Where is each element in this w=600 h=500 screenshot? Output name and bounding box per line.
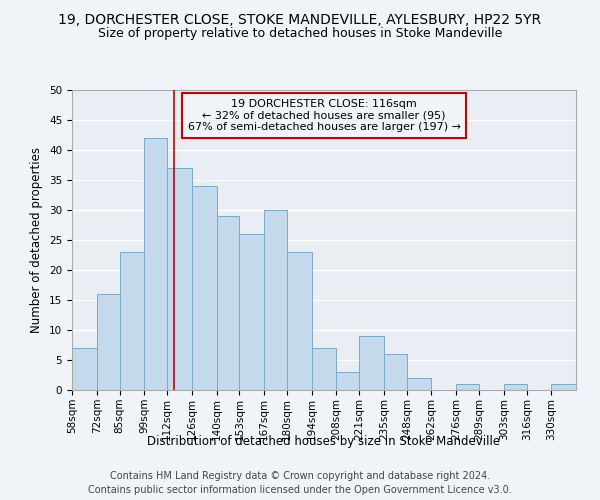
Text: Distribution of detached houses by size in Stoke Mandeville: Distribution of detached houses by size …: [148, 435, 500, 448]
Bar: [311, 348, 337, 390]
Bar: [72, 348, 97, 390]
Bar: [384, 354, 407, 390]
Bar: [217, 216, 239, 390]
Bar: [264, 210, 287, 390]
Bar: [119, 252, 144, 390]
Bar: [287, 252, 311, 390]
Text: 19, DORCHESTER CLOSE, STOKE MANDEVILLE, AYLESBURY, HP22 5YR: 19, DORCHESTER CLOSE, STOKE MANDEVILLE, …: [58, 12, 542, 26]
Y-axis label: Number of detached properties: Number of detached properties: [31, 147, 43, 333]
Text: Size of property relative to detached houses in Stoke Mandeville: Size of property relative to detached ho…: [98, 28, 502, 40]
Bar: [97, 294, 119, 390]
Bar: [504, 384, 527, 390]
Bar: [167, 168, 192, 390]
Bar: [456, 384, 479, 390]
Bar: [239, 234, 264, 390]
Bar: [192, 186, 217, 390]
Text: 19 DORCHESTER CLOSE: 116sqm
← 32% of detached houses are smaller (95)
67% of sem: 19 DORCHESTER CLOSE: 116sqm ← 32% of det…: [187, 99, 461, 132]
Bar: [359, 336, 384, 390]
Bar: [407, 378, 431, 390]
Bar: [551, 384, 576, 390]
Bar: [144, 138, 167, 390]
Text: Contains HM Land Registry data © Crown copyright and database right 2024.
Contai: Contains HM Land Registry data © Crown c…: [88, 471, 512, 495]
Bar: [337, 372, 359, 390]
